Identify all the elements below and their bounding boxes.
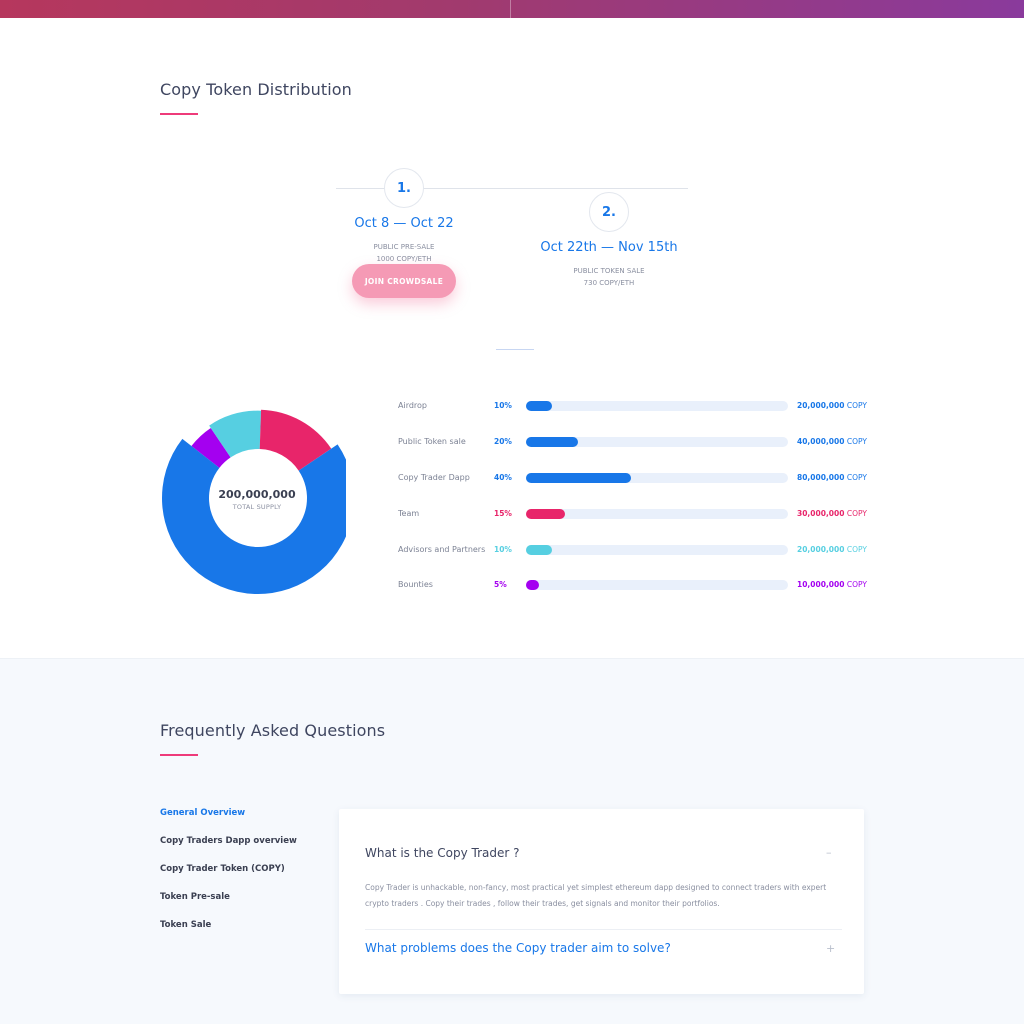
allocation-bar-fill	[526, 509, 566, 519]
step-1-type: PUBLIC PRE-SALE	[373, 243, 435, 251]
donut-slice-bounties	[191, 427, 231, 468]
allocation-percent: 10%	[494, 545, 512, 554]
allocation-row: Airdrop 10% 20,000,000 COPY	[398, 399, 868, 413]
collapse-icon[interactable]: –	[826, 846, 832, 859]
allocation-row: Public Token sale 20% 40,000,000 COPY	[398, 435, 868, 449]
donut-slice-team	[259, 409, 332, 471]
allocation-bar-track	[526, 473, 788, 483]
allocation-amount-unit: COPY	[844, 473, 867, 482]
step-2-detail: PUBLIC TOKEN SALE 730 COPY/ETH	[529, 265, 689, 289]
total-supply-value: 200,000,000	[218, 487, 296, 501]
join-crowdsale-button[interactable]: JOIN CROWDSALE	[352, 264, 456, 298]
allocation-percent: 5%	[494, 580, 507, 589]
donut-slice-blue	[162, 438, 346, 594]
allocation-amount-value: 20,000,000	[797, 401, 845, 410]
faq-title-underline	[160, 754, 198, 756]
allocation-label: Bounties	[398, 580, 433, 589]
allocation-amount: 40,000,000 COPY	[797, 435, 867, 449]
faq-question-1[interactable]: What is the Copy Trader ?	[365, 846, 520, 860]
allocation-amount-unit: COPY	[844, 580, 867, 589]
step-1-rate: 1000 COPY/ETH	[376, 255, 432, 263]
step-2-rate: 730 COPY/ETH	[583, 279, 635, 287]
allocation-row: Copy Trader Dapp 40% 80,000,000 COPY	[398, 471, 868, 485]
allocation-amount-value: 10,000,000	[797, 580, 845, 589]
allocation-amount-unit: COPY	[844, 545, 867, 554]
allocation-amount: 20,000,000 COPY	[797, 399, 867, 413]
allocation-bar-fill	[526, 437, 579, 447]
allocation-label: Advisors and Partners	[398, 545, 486, 554]
allocation-bar-track	[526, 545, 788, 555]
allocation-bar-track	[526, 509, 788, 519]
allocation-label: Copy Trader Dapp	[398, 473, 470, 482]
faq-nav-copy-trader-token[interactable]: Copy Trader Token (COPY)	[160, 864, 285, 874]
timeline-line	[336, 188, 688, 189]
step-2-circle: 2.	[589, 192, 629, 232]
allocation-label: Airdrop	[398, 401, 428, 410]
banner-seam	[510, 0, 511, 18]
allocation-percent: 40%	[494, 473, 512, 482]
allocation-row: Team 15% 30,000,000 COPY	[398, 507, 868, 521]
expand-icon[interactable]: +	[826, 942, 836, 955]
total-supply-caption: TOTAL SUPPLY	[232, 502, 282, 511]
faq-answer-1: Copy Trader is unhackable, non-fancy, mo…	[365, 883, 827, 908]
allocation-amount: 20,000,000 COPY	[797, 543, 867, 557]
allocation-row: Bounties 5% 10,000,000 COPY	[398, 578, 868, 592]
allocation-bar-track	[526, 437, 788, 447]
top-banner	[0, 0, 1024, 18]
faq-question-2[interactable]: What problems does the Copy trader aim t…	[365, 941, 671, 955]
allocation-amount: 80,000,000 COPY	[797, 471, 867, 485]
allocation-bar-fill	[526, 580, 540, 590]
allocation-amount-unit: COPY	[844, 401, 867, 410]
allocation-amount-value: 30,000,000	[797, 509, 845, 518]
allocation-bar-track	[526, 580, 788, 590]
allocation-amount-unit: COPY	[844, 509, 867, 518]
faq-nav-dapp-overview[interactable]: Copy Traders Dapp overview	[160, 836, 297, 846]
faq-nav-token-sale[interactable]: Token Sale	[160, 920, 212, 930]
donut-center: 200,000,000 TOTAL SUPPLY	[209, 451, 305, 547]
allocation-percent: 10%	[494, 401, 512, 410]
allocation-bar-fill	[526, 545, 553, 555]
allocation-bar-track	[526, 401, 788, 411]
supply-donut-chart	[162, 409, 346, 594]
faq-nav-token-pre-sale[interactable]: Token Pre-sale	[160, 892, 230, 902]
section-divider	[496, 349, 534, 350]
faq-separator	[365, 929, 842, 930]
allocation-bar-fill	[526, 401, 553, 411]
allocation-bar-fill	[526, 473, 631, 483]
step-1-date: Oct 8 — Oct 22	[354, 216, 454, 231]
allocation-amount: 30,000,000 COPY	[797, 507, 867, 521]
donut-slice-advisors	[209, 410, 262, 458]
allocation-amount-value: 80,000,000	[797, 473, 845, 482]
faq-title: Frequently Asked Questions	[160, 721, 386, 740]
distribution-title-underline	[160, 113, 198, 115]
faq-card	[339, 809, 864, 994]
allocation-percent: 20%	[494, 437, 512, 446]
allocation-amount: 10,000,000 COPY	[797, 578, 867, 592]
step-1-detail: PUBLIC PRE-SALE 1000 COPY/ETH	[324, 241, 484, 265]
step-2-date: Oct 22th — Nov 15th	[540, 240, 678, 255]
allocation-amount-value: 20,000,000	[797, 545, 845, 554]
allocation-amount-unit: COPY	[844, 437, 867, 446]
step-1-circle: 1.	[384, 168, 424, 208]
allocation-amount-value: 40,000,000	[797, 437, 845, 446]
distribution-title: Copy Token Distribution	[160, 80, 352, 99]
step-2-type: PUBLIC TOKEN SALE	[573, 267, 645, 275]
allocation-row: Advisors and Partners 10% 20,000,000 COPY	[398, 543, 868, 557]
allocation-percent: 15%	[494, 509, 512, 518]
faq-nav-general-overview[interactable]: General Overview	[160, 808, 246, 818]
allocation-label: Team	[398, 509, 420, 518]
allocation-label: Public Token sale	[398, 437, 466, 446]
